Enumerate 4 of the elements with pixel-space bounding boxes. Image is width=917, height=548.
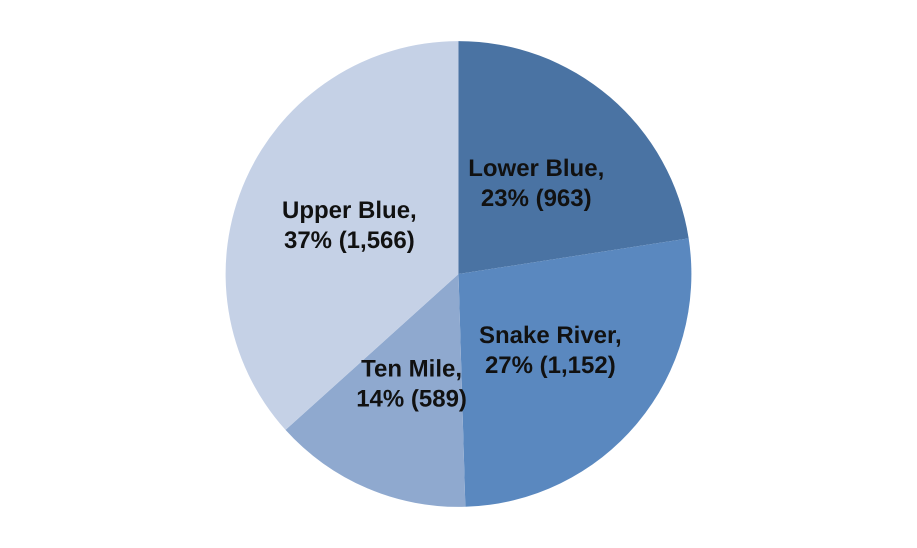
slice-label: Snake River, 27% (1,152) xyxy=(478,322,622,379)
slice-label: Lower Blue, 23% (963) xyxy=(468,154,604,212)
slice-label: Ten Mile, 14% (589) xyxy=(356,355,467,412)
slice-label: Upper Blue, 37% (1,566) xyxy=(282,196,417,254)
